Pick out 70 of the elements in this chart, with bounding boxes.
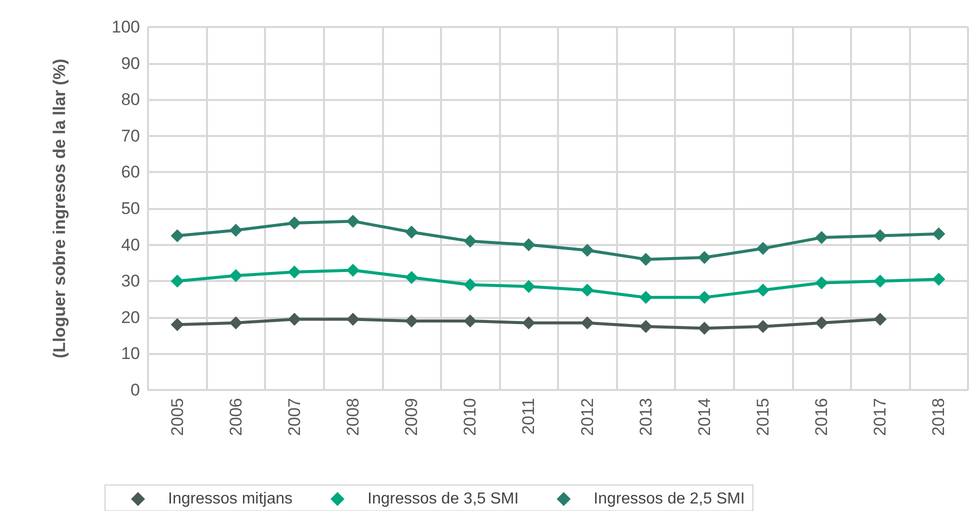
- point: [580, 244, 594, 257]
- point: [229, 224, 242, 237]
- point: [639, 290, 652, 304]
- legend-label: Ingressos de 3,5 SMI: [367, 490, 519, 508]
- point: [874, 274, 887, 288]
- point: [932, 227, 946, 240]
- point: [639, 320, 652, 333]
- y-tick-label: 30: [121, 272, 140, 291]
- x-tick-label: 2018: [929, 398, 948, 436]
- point: [464, 278, 477, 292]
- point: [522, 280, 536, 294]
- point: [346, 312, 360, 326]
- point: [698, 251, 711, 264]
- x-tick-label: 2016: [812, 398, 832, 436]
- point: [874, 229, 887, 242]
- legend-label: Ingressos mitjans: [168, 490, 292, 508]
- point: [580, 316, 594, 330]
- point: [464, 234, 477, 248]
- point: [522, 238, 536, 252]
- y-tick-label: 50: [121, 199, 140, 218]
- point: [229, 269, 242, 282]
- y-tick-label: 100: [112, 18, 140, 36]
- point: [170, 229, 184, 242]
- x-tick-label: 2014: [694, 398, 714, 436]
- point: [405, 314, 418, 328]
- point: [288, 266, 301, 279]
- point: [522, 316, 536, 330]
- point: [815, 231, 828, 244]
- point: [698, 290, 711, 304]
- x-tick-label: 2017: [870, 398, 890, 436]
- y-tick-label: 90: [121, 54, 140, 73]
- x-tick-label: 2010: [460, 398, 480, 436]
- x-tick-label: 2011: [519, 398, 538, 435]
- x-tick-label: 2005: [168, 398, 187, 436]
- legend-label: Ingressos de 2,5 SMI: [594, 490, 745, 508]
- point: [346, 264, 360, 277]
- point: [288, 216, 301, 230]
- x-tick-label: 2015: [754, 398, 772, 436]
- point: [288, 312, 301, 326]
- point: [229, 316, 242, 330]
- point: [580, 284, 594, 297]
- point: [698, 322, 711, 335]
- point: [756, 242, 770, 255]
- x-tick-label: 2007: [284, 398, 304, 436]
- point: [815, 276, 828, 290]
- y-tick-label: 70: [121, 126, 140, 146]
- point: [874, 312, 887, 326]
- point: [346, 214, 360, 228]
- y-tick-label: 0: [130, 380, 140, 400]
- point: [405, 270, 418, 284]
- x-tick-label: 2009: [402, 398, 422, 436]
- point: [639, 252, 652, 266]
- x-tick-label: 2006: [226, 398, 246, 436]
- x-tick-label: 2013: [636, 398, 656, 436]
- y-tick-label: 10: [121, 344, 140, 364]
- point: [170, 318, 184, 332]
- point: [464, 314, 477, 328]
- y-tick-label: 40: [121, 235, 140, 254]
- y-tick-label: 80: [121, 90, 140, 110]
- y-tick-label: 60: [121, 162, 140, 182]
- point: [170, 274, 184, 288]
- x-tick-label: 2008: [344, 398, 362, 436]
- x-tick-label: 2012: [578, 398, 597, 436]
- y-tick-label: 20: [121, 308, 140, 327]
- point: [756, 284, 770, 297]
- point: [932, 272, 946, 286]
- point: [405, 226, 418, 239]
- y-axis-title: (Lloguer sobre ingresos de la llar (%): [50, 58, 69, 358]
- point: [815, 316, 828, 330]
- point: [756, 320, 770, 333]
